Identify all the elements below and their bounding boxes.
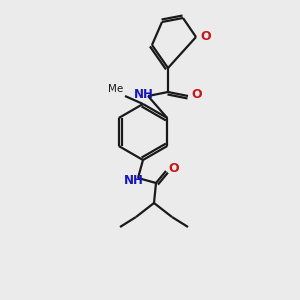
Text: Me: Me — [108, 84, 123, 94]
Text: NH: NH — [124, 173, 144, 187]
Text: O: O — [168, 163, 178, 176]
Text: NH: NH — [134, 88, 154, 101]
Text: O: O — [191, 88, 202, 101]
Text: O: O — [200, 29, 211, 43]
